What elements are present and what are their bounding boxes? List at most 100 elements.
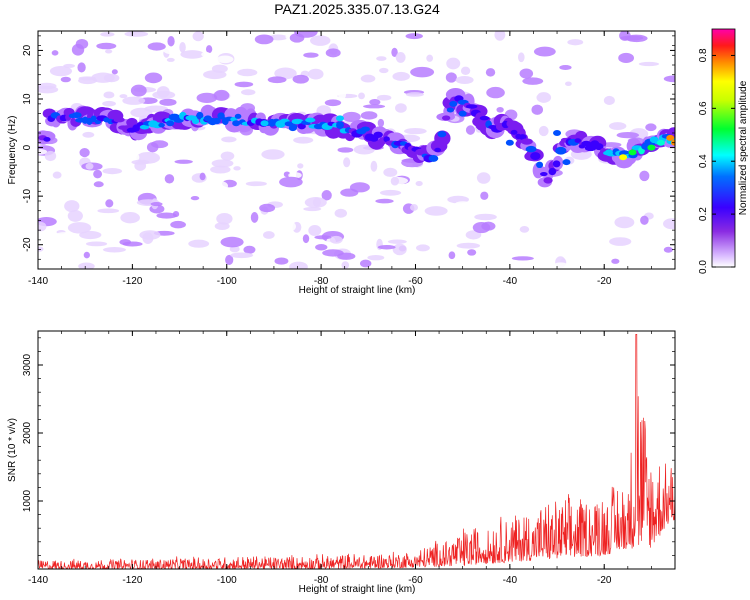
heatmap-cell <box>460 66 471 75</box>
heatmap-cell <box>410 66 435 78</box>
heatmap-cell <box>291 118 304 125</box>
heatmap-hotspot <box>458 110 467 117</box>
heatmap-cell <box>360 126 370 132</box>
heatmap-cell <box>199 172 206 181</box>
heatmap-cell <box>611 258 620 264</box>
heatmap-cell <box>480 191 489 200</box>
heatmap-cell <box>64 200 80 213</box>
heatmap-cell <box>38 221 47 232</box>
heatmap-cell <box>405 92 424 97</box>
heatmap-cell <box>369 99 381 106</box>
heatmap-cell <box>279 176 303 188</box>
heatmap-cell <box>446 57 461 70</box>
heatmap-cell <box>174 159 193 164</box>
heatmap-cell <box>511 256 534 261</box>
heatmap-cell <box>130 84 147 97</box>
heatmap-cell <box>506 120 514 128</box>
heatmap-cell <box>383 136 390 143</box>
heatmap-cell <box>530 152 541 161</box>
heatmap-cell <box>448 251 456 260</box>
heatmap-cell <box>220 236 244 248</box>
heatmap-hotspot <box>562 159 571 166</box>
heatmap-cell <box>383 167 398 177</box>
heatmap-cell <box>196 111 204 120</box>
heatmap-cell <box>38 173 49 182</box>
heatmap-cell <box>213 89 230 101</box>
spectrogram-ytick-label: 0 <box>22 144 33 150</box>
heatmap-cell <box>373 131 383 138</box>
heatmap-cell <box>567 39 584 46</box>
heatmap-cell <box>254 34 274 45</box>
heatmap-cell <box>79 147 90 158</box>
heatmap-cell <box>134 160 147 171</box>
heatmap-cell <box>77 62 86 73</box>
heatmap-cell <box>409 191 421 200</box>
heatmap-cell <box>234 113 242 119</box>
heatmap-cell <box>519 225 530 233</box>
heatmap-cell <box>96 42 117 50</box>
spectrogram-ytick-label: 20 <box>22 44 33 56</box>
heatmap-cell <box>321 190 332 201</box>
heatmap-cell <box>315 244 328 251</box>
snr-xtick-label: -20 <box>597 575 612 586</box>
heatmap-cell <box>75 38 89 50</box>
heatmap-hotspot <box>260 120 269 127</box>
heatmap-cell <box>552 160 561 168</box>
heatmap-cell <box>358 92 365 100</box>
heatmap-hotspot <box>335 115 344 122</box>
heatmap-cell <box>267 76 287 84</box>
snr-series-line <box>38 334 675 569</box>
heatmap-cell <box>283 221 296 232</box>
heatmap-cell <box>376 94 392 101</box>
heatmap-cell <box>250 212 259 223</box>
heatmap-cell <box>93 181 104 188</box>
heatmap-cell <box>559 65 572 70</box>
spectrogram-ytick-label: -20 <box>22 237 33 252</box>
heatmap-cell <box>640 215 649 225</box>
heatmap-cell <box>289 261 308 269</box>
heatmap-hotspot <box>166 120 175 127</box>
heatmap-cell <box>90 115 97 123</box>
heatmap-cell <box>220 151 235 161</box>
heatmap-cell <box>363 104 386 109</box>
heatmap-cell <box>71 112 82 119</box>
heatmap-cell <box>405 33 423 40</box>
heatmap-cell <box>426 54 434 62</box>
heatmap-cell <box>104 49 113 54</box>
heatmap-cell <box>543 177 553 184</box>
heatmap-cell <box>391 47 398 57</box>
heatmap-cell <box>93 169 103 179</box>
heatmap-cell <box>467 249 477 256</box>
heatmap-cell <box>276 91 284 102</box>
heatmap-cell <box>201 51 211 57</box>
heatmap-cell <box>522 77 544 85</box>
heatmap-cell <box>78 262 95 269</box>
heatmap-cell <box>120 212 140 224</box>
heatmap-cell <box>103 73 120 83</box>
heatmap-cell <box>395 103 407 113</box>
heatmap-cell <box>164 174 175 184</box>
heatmap-cell <box>241 89 256 96</box>
heatmap-cell <box>60 76 71 83</box>
heatmap-cell <box>390 176 400 186</box>
heatmap-cell <box>158 122 165 128</box>
heatmap-cell <box>614 216 635 229</box>
heatmap-cell <box>338 88 347 100</box>
heatmap-cell <box>38 246 44 252</box>
heatmap-cell <box>353 144 375 155</box>
heatmap-cell <box>194 86 206 96</box>
heatmap-cell <box>329 235 343 244</box>
heatmap-cell <box>82 131 95 138</box>
heatmap-cell <box>505 178 528 186</box>
heatmap-cell <box>221 136 237 143</box>
heatmap-cell <box>150 202 163 207</box>
heatmap-cell <box>551 262 571 269</box>
heatmap-cell <box>576 224 591 231</box>
heatmap-cell <box>156 86 170 98</box>
heatmap-cell <box>85 241 108 247</box>
heatmap-cell <box>638 61 660 67</box>
spectrogram-xtick-label: -60 <box>408 276 423 287</box>
heatmap-cell <box>307 68 324 80</box>
heatmap-cell <box>122 96 146 105</box>
heatmap-cell <box>67 210 83 222</box>
